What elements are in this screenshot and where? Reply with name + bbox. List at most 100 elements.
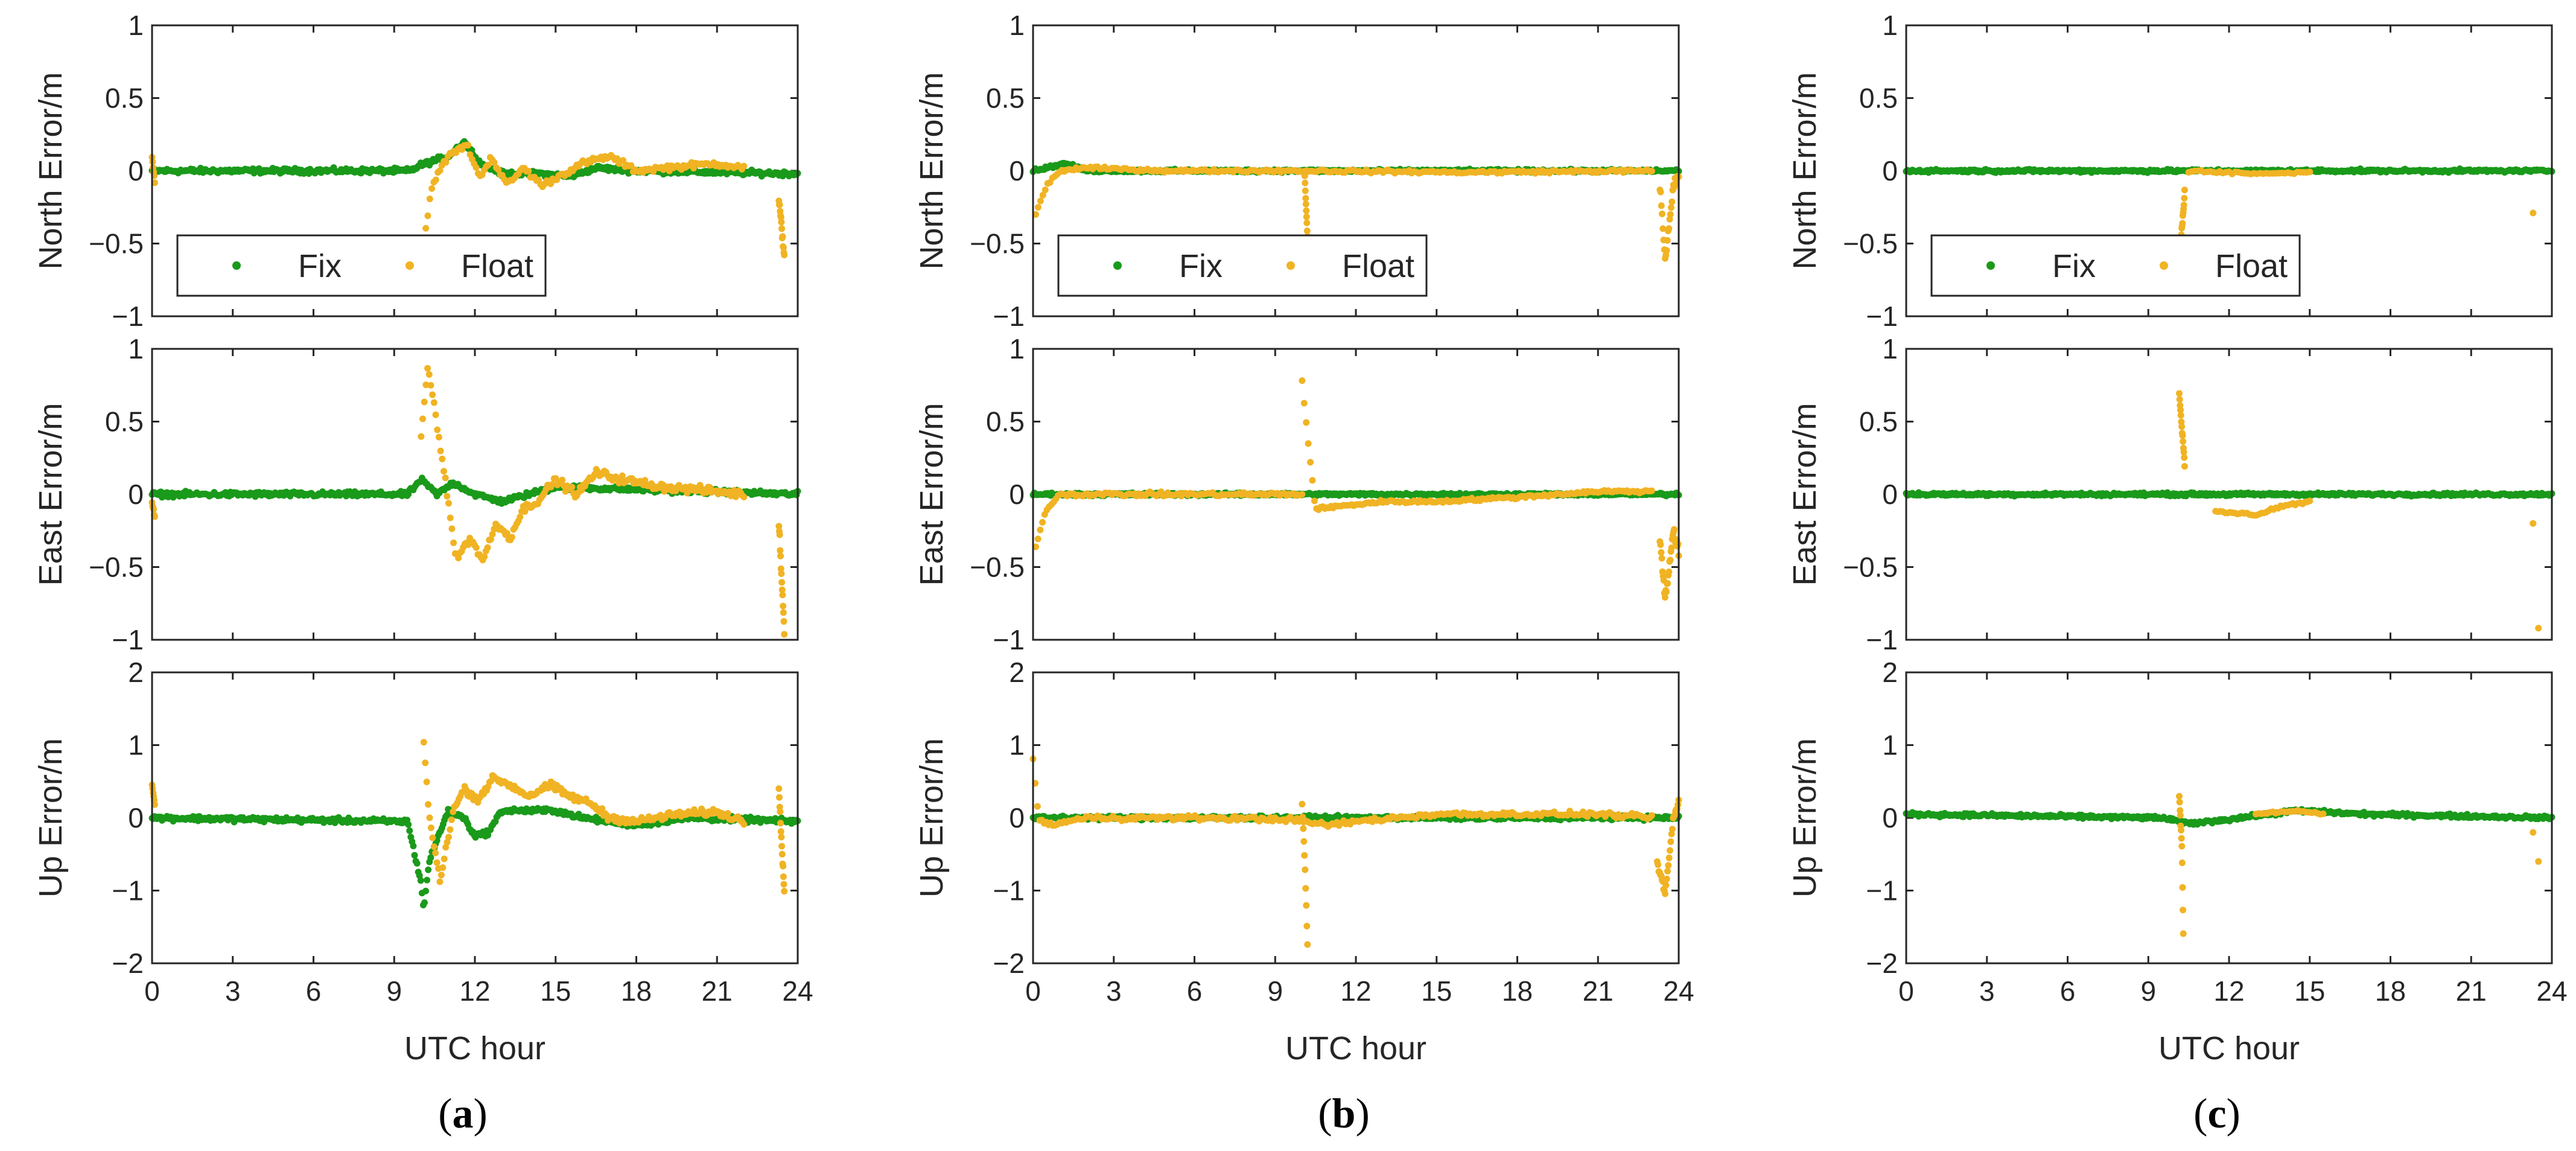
legend-fix-label: Fix: [298, 248, 342, 284]
float-point: [778, 570, 785, 577]
float-point: [465, 142, 472, 149]
y-tick-label: 1: [1009, 333, 1025, 365]
float-point: [1037, 526, 1044, 534]
legend-float-label: Float: [461, 248, 533, 284]
float-point: [421, 398, 428, 406]
float-point: [484, 544, 491, 551]
y-tick-label: 0: [128, 479, 144, 510]
float-point: [1309, 477, 1316, 484]
float-point: [508, 534, 515, 541]
legend-fix-label: Fix: [1179, 248, 1223, 284]
float-point: [517, 514, 524, 521]
float-point: [434, 426, 441, 433]
float-point: [777, 547, 784, 554]
float-point: [1658, 555, 1665, 562]
fix-point: [427, 854, 434, 861]
x-tick-label: 15: [1421, 975, 1452, 1007]
float-point: [780, 881, 787, 888]
float-point: [641, 477, 649, 484]
y-tick-label: −2: [112, 948, 144, 979]
float-point: [1039, 518, 1046, 526]
float-point: [422, 759, 429, 767]
x-tick-label: 24: [782, 975, 813, 1007]
y-tick-label: −2: [993, 948, 1025, 979]
x-tick-label: 18: [1502, 975, 1533, 1007]
float-point: [779, 591, 786, 599]
float-point: [620, 157, 627, 164]
float-point: [780, 244, 787, 251]
legend-float-label: Float: [1342, 248, 1414, 284]
float-point: [724, 810, 731, 817]
y-tick-label: 1: [128, 10, 144, 41]
float-point: [1668, 198, 1676, 205]
float-point: [1655, 861, 1662, 869]
y-tick-label: 0: [128, 802, 144, 834]
float-point: [428, 185, 436, 192]
float-point: [1666, 847, 1673, 854]
float-point: [445, 500, 453, 507]
fix-point: [424, 876, 431, 884]
float-point: [430, 843, 437, 850]
float-point: [1662, 882, 1670, 889]
float-point: [1302, 187, 1309, 194]
float-point: [472, 164, 480, 171]
float-point: [1303, 419, 1310, 426]
float-point: [778, 225, 786, 232]
float-point: [1034, 203, 1042, 211]
float-point: [781, 888, 788, 895]
x-axis-label: UTC hour: [1285, 1030, 1426, 1067]
float-point: [1665, 854, 1673, 861]
float-point: [1302, 885, 1309, 892]
float-point: [445, 834, 452, 841]
float-point: [1300, 400, 1308, 407]
float-point: [740, 493, 748, 500]
float-point: [781, 251, 788, 258]
fix-point: [406, 827, 413, 834]
y-tick-label: −1: [112, 875, 144, 907]
float-point: [1667, 838, 1674, 845]
y-tick-label: 0: [1009, 155, 1025, 187]
float-point: [1648, 167, 1655, 174]
float-point: [436, 167, 444, 174]
float-point: [703, 489, 710, 496]
x-tick-label: 21: [1583, 975, 1614, 1007]
float-point: [1302, 179, 1309, 187]
float-point: [1665, 225, 1673, 232]
x-tick-label: 9: [1267, 975, 1283, 1007]
float-point: [1300, 838, 1308, 845]
float-point: [1034, 803, 1041, 810]
float-point: [521, 508, 529, 515]
float-point: [1662, 890, 1669, 898]
float-point: [1302, 200, 1309, 208]
fix-point: [417, 877, 424, 884]
float-point: [424, 365, 431, 372]
float-point: [420, 739, 427, 746]
float-point: [1307, 459, 1314, 466]
x-tick-label: 12: [459, 975, 490, 1007]
float-point: [777, 808, 784, 815]
float-point: [435, 433, 442, 441]
float-point: [1303, 922, 1311, 929]
float-point: [444, 493, 451, 500]
float-point: [491, 159, 498, 166]
float-point: [442, 474, 449, 482]
y-tick-label: 2: [128, 657, 144, 688]
y-tick-label: −0.5: [1843, 228, 1898, 260]
float-point: [778, 579, 786, 586]
x-axis-label: UTC hour: [404, 1030, 545, 1067]
float-point: [780, 618, 787, 625]
float-point: [1301, 172, 1308, 179]
float-point: [1299, 491, 1306, 498]
float-point: [503, 530, 510, 537]
float-point: [780, 862, 787, 870]
legend-fix-marker: [1113, 261, 1122, 270]
panel-caption: (a): [438, 1091, 488, 1137]
y-axis-label: North Error/m: [1787, 72, 1823, 269]
float-point: [425, 371, 433, 378]
float-point: [1670, 526, 1678, 533]
float-point: [425, 801, 432, 808]
float-point: [1034, 535, 1042, 543]
float-point: [1668, 826, 1676, 833]
float-point: [1648, 812, 1655, 819]
float-point: [1302, 195, 1309, 202]
